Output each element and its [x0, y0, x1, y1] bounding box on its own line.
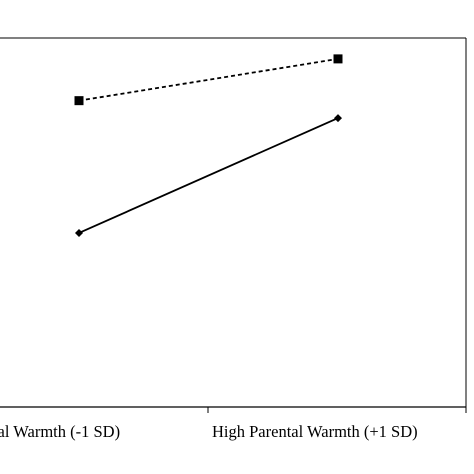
x-tick-labels: Low Parental Warmth (-1 SD) High Parenta…: [0, 422, 418, 441]
series-2-point-2: [334, 114, 342, 123]
series-2-point-1: [75, 228, 83, 237]
x-tick-label-high: High Parental Warmth (+1 SD): [212, 422, 418, 441]
plot-frame: [0, 37, 467, 413]
series-2-line: [78, 117, 339, 234]
series-1-point-1: [74, 96, 84, 106]
series-1-point-2: [333, 54, 343, 64]
series-layer: [74, 54, 343, 237]
series-1-line: [78, 57, 339, 102]
x-tick-label-low: Low Parental Warmth (-1 SD): [0, 422, 120, 441]
